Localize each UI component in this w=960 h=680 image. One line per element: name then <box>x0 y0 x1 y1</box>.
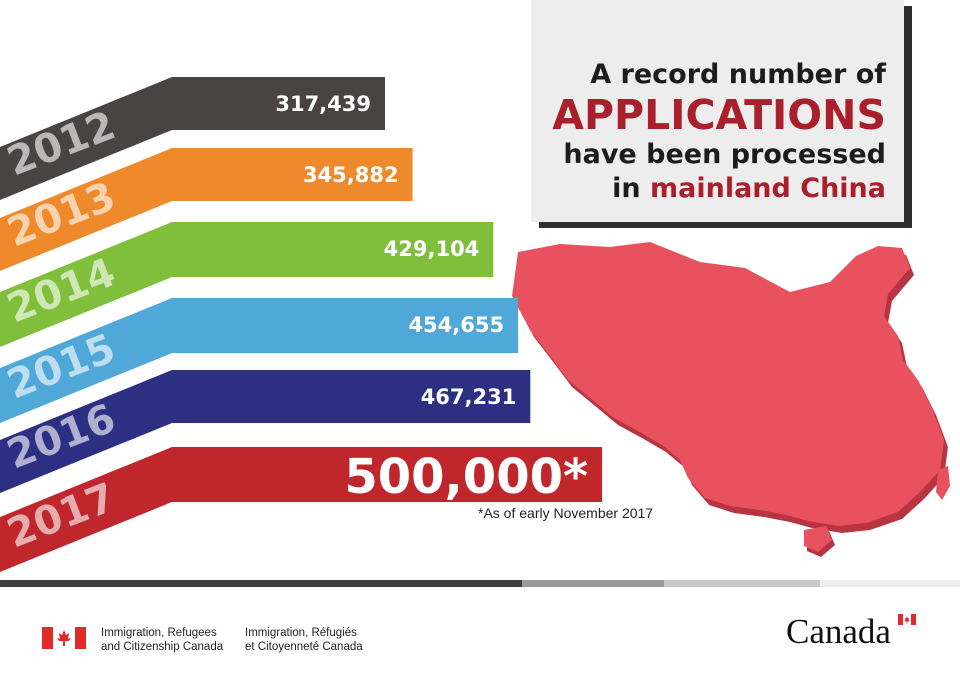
value-label-2012: 317,439 <box>275 92 371 116</box>
bar-2013 <box>0 148 413 271</box>
title-line-1: A record number of <box>590 59 886 90</box>
bar-2017 <box>0 447 603 572</box>
canada-wordmark-flag-icon <box>898 614 916 625</box>
bar-2014 <box>0 222 494 347</box>
divider-stripe-mid <box>522 580 664 587</box>
value-label-2014: 429,104 <box>384 237 480 261</box>
title-line-4: in mainland China <box>531 172 886 206</box>
title-line-3: have been processed <box>563 139 886 170</box>
value-label-2015: 454,655 <box>408 313 504 337</box>
divider-stripe-light <box>664 580 820 587</box>
title-line-2: APPLICATIONS <box>552 91 886 139</box>
footer-english-line-2: and Citizenship Canada <box>101 641 224 653</box>
canada-flag-icon <box>42 627 86 649</box>
footer-french-name: Immigration, Réfugiés et Citoyenneté Can… <box>245 626 363 654</box>
bar-2012 <box>0 77 385 200</box>
title-line-4-accent: mainland China <box>650 173 886 204</box>
title-line-4-prefix: in <box>612 173 641 204</box>
divider-stripe-dark <box>0 580 522 587</box>
value-label-2016: 467,231 <box>421 385 517 409</box>
divider-stripe-lightest <box>820 580 960 587</box>
footer-english-name: Immigration, Refugees and Citizenship Ca… <box>101 626 223 654</box>
footer-french-line-2: et Citoyenneté Canada <box>245 641 363 653</box>
canada-wordmark: Canada <box>786 612 891 651</box>
value-label-2017: 500,000* <box>344 449 588 505</box>
bar-2016 <box>0 370 531 493</box>
footer-french-line-1: Immigration, Réfugiés <box>245 627 357 639</box>
footer-english-line-1: Immigration, Refugees <box>101 627 217 639</box>
china-map-icon <box>512 242 950 557</box>
title-box: A record number of APPLICATIONS have bee… <box>531 0 904 222</box>
bar-2015 <box>0 298 519 423</box>
chart-footnote: *As of early November 2017 <box>478 505 654 521</box>
value-label-2013: 345,882 <box>303 163 399 187</box>
